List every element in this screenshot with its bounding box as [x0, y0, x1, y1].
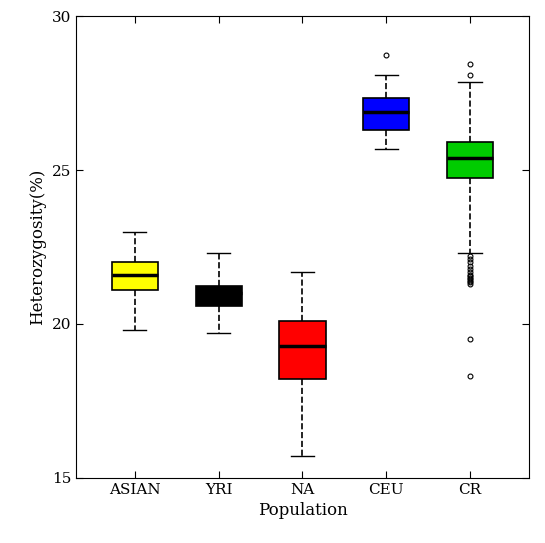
PathPatch shape [447, 142, 493, 178]
Y-axis label: Heterozygosity(%): Heterozygosity(%) [29, 169, 46, 325]
PathPatch shape [196, 286, 242, 306]
PathPatch shape [363, 98, 409, 130]
X-axis label: Population: Population [258, 502, 347, 519]
PathPatch shape [280, 321, 325, 380]
PathPatch shape [112, 262, 158, 290]
